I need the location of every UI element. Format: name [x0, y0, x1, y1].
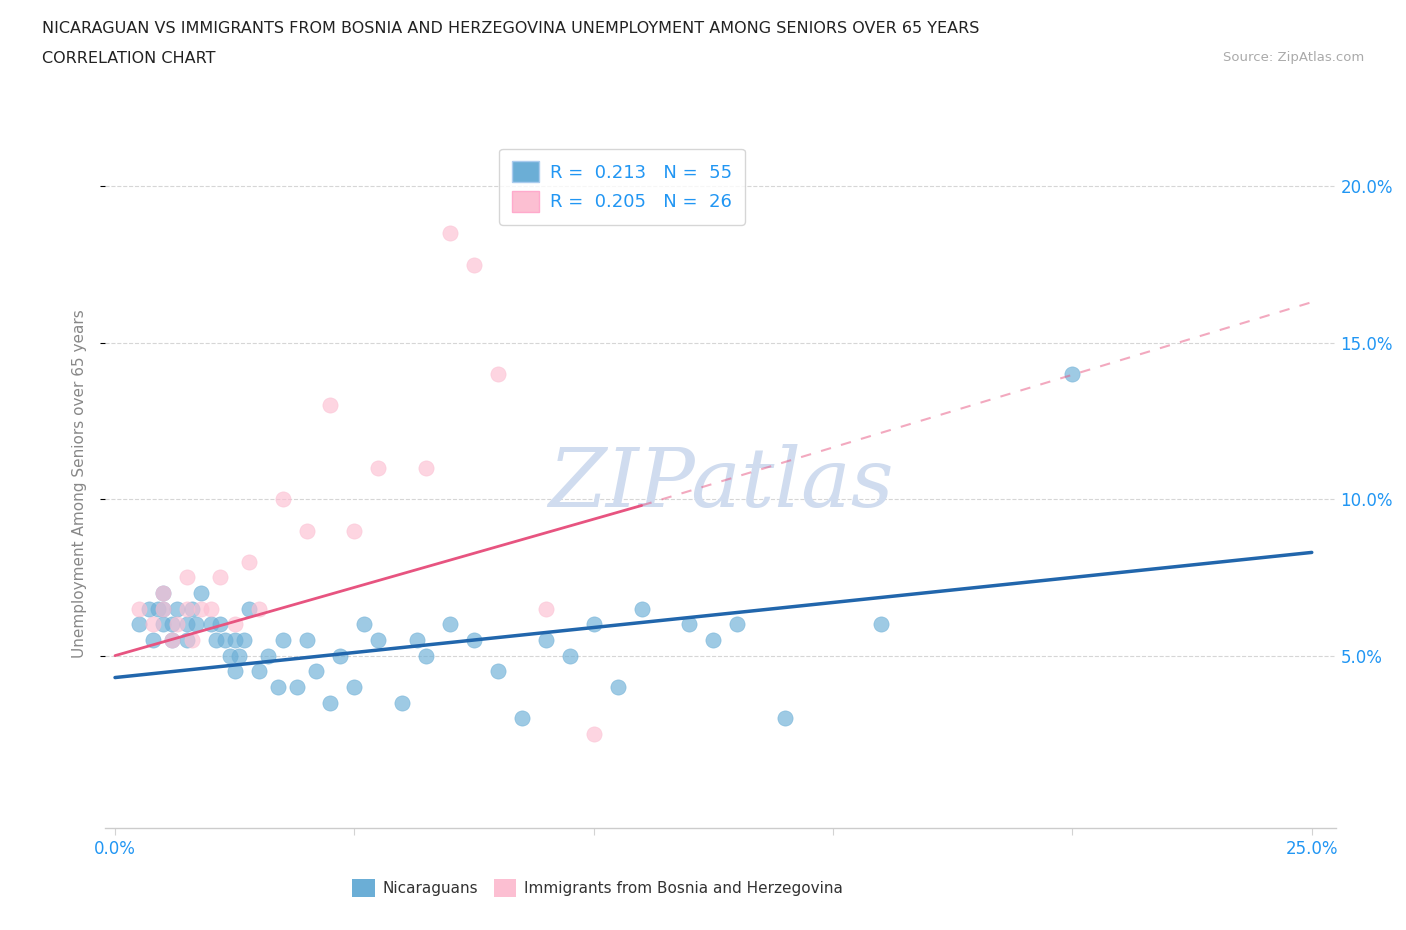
Point	[224, 632, 246, 647]
Point	[329, 648, 352, 663]
Point	[176, 617, 198, 631]
Point	[152, 617, 174, 631]
Point	[439, 226, 461, 241]
Point	[295, 632, 318, 647]
Point	[138, 602, 160, 617]
Point	[176, 632, 198, 647]
Point	[238, 554, 260, 569]
Point	[702, 632, 724, 647]
Point	[725, 617, 748, 631]
Point	[319, 398, 342, 413]
Point	[152, 586, 174, 601]
Point	[606, 680, 628, 695]
Point	[142, 632, 165, 647]
Point	[582, 617, 605, 631]
Point	[285, 680, 308, 695]
Point	[271, 632, 294, 647]
Text: CORRELATION CHART: CORRELATION CHART	[42, 51, 215, 66]
Text: Source: ZipAtlas.com: Source: ZipAtlas.com	[1223, 51, 1364, 64]
Point	[247, 664, 270, 679]
Point	[319, 695, 342, 710]
Point	[267, 680, 290, 695]
Point	[233, 632, 256, 647]
Point	[204, 632, 226, 647]
Point	[190, 602, 212, 617]
Point	[558, 648, 581, 663]
Point	[773, 711, 796, 725]
Point	[228, 648, 250, 663]
Point	[353, 617, 375, 631]
Point	[180, 602, 202, 617]
Y-axis label: Unemployment Among Seniors over 65 years: Unemployment Among Seniors over 65 years	[72, 309, 87, 658]
Point	[176, 570, 198, 585]
Point	[162, 632, 184, 647]
Point	[343, 523, 366, 538]
Point	[180, 632, 202, 647]
Point	[186, 617, 208, 631]
Point	[630, 602, 652, 617]
Point	[209, 617, 232, 631]
Point	[510, 711, 533, 725]
Point	[152, 602, 174, 617]
Point	[463, 258, 485, 272]
Point	[128, 602, 150, 617]
Point	[257, 648, 280, 663]
Point	[678, 617, 700, 631]
Point	[224, 664, 246, 679]
Point	[405, 632, 427, 647]
Point	[176, 602, 198, 617]
Point	[415, 460, 437, 475]
Point	[305, 664, 328, 679]
Point	[391, 695, 413, 710]
Point	[200, 602, 222, 617]
Point	[209, 570, 232, 585]
Legend: Nicaraguans, Immigrants from Bosnia and Herzegovina: Nicaraguans, Immigrants from Bosnia and …	[346, 872, 849, 903]
Point	[146, 602, 169, 617]
Text: NICARAGUAN VS IMMIGRANTS FROM BOSNIA AND HERZEGOVINA UNEMPLOYMENT AMONG SENIORS : NICARAGUAN VS IMMIGRANTS FROM BOSNIA AND…	[42, 21, 980, 36]
Point	[295, 523, 318, 538]
Point	[152, 586, 174, 601]
Point	[870, 617, 893, 631]
Point	[367, 460, 389, 475]
Point	[247, 602, 270, 617]
Point	[463, 632, 485, 647]
Point	[152, 602, 174, 617]
Point	[166, 602, 188, 617]
Point	[534, 602, 557, 617]
Point	[162, 632, 184, 647]
Point	[224, 617, 246, 631]
Point	[534, 632, 557, 647]
Point	[219, 648, 242, 663]
Point	[162, 617, 184, 631]
Text: ZIPatlas: ZIPatlas	[548, 444, 893, 524]
Point	[214, 632, 236, 647]
Point	[190, 586, 212, 601]
Point	[142, 617, 165, 631]
Point	[166, 617, 188, 631]
Point	[1062, 366, 1084, 381]
Point	[200, 617, 222, 631]
Point	[128, 617, 150, 631]
Point	[238, 602, 260, 617]
Point	[439, 617, 461, 631]
Point	[271, 492, 294, 507]
Point	[582, 726, 605, 741]
Point	[486, 664, 509, 679]
Point	[486, 366, 509, 381]
Point	[367, 632, 389, 647]
Point	[343, 680, 366, 695]
Point	[415, 648, 437, 663]
